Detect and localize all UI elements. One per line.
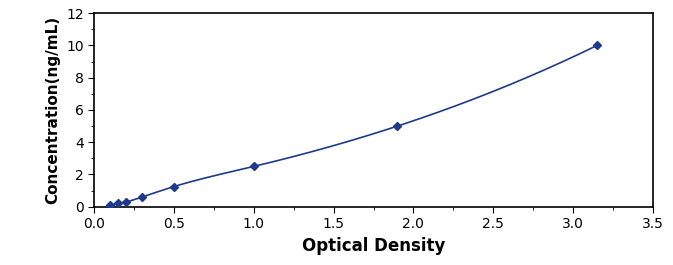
Y-axis label: Concentration(ng/mL): Concentration(ng/mL) <box>46 16 61 204</box>
X-axis label: Optical Density: Optical Density <box>302 237 446 255</box>
